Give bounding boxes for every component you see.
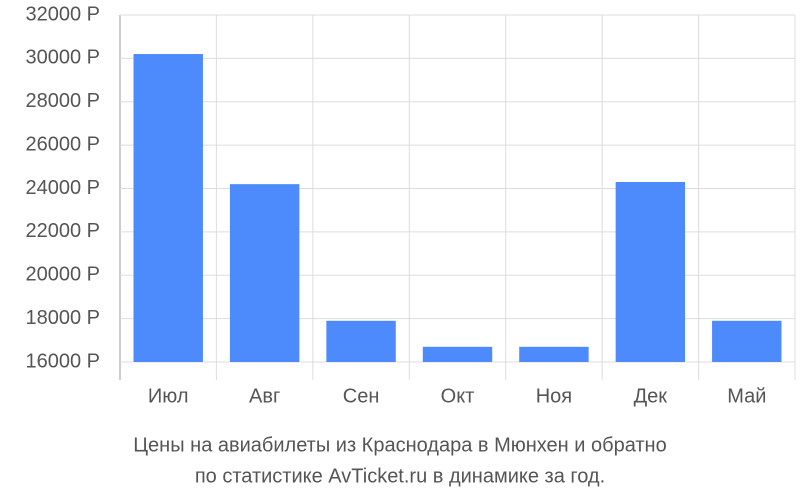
- y-tick-label: 16000 Р: [25, 350, 100, 372]
- y-tick-label: 26000 Р: [25, 133, 100, 155]
- bar: [422, 346, 493, 362]
- y-tick-label: 32000 Р: [25, 3, 100, 25]
- y-tick-label: 18000 Р: [25, 307, 100, 329]
- caption-line: по статистике AvTicket.ru в динамике за …: [195, 465, 605, 487]
- bar: [326, 320, 396, 362]
- caption-line: Цены на авиабилеты из Краснодара в Мюнхе…: [133, 434, 666, 456]
- bar: [133, 54, 203, 362]
- x-tick-label: Июл: [148, 385, 189, 407]
- bar: [615, 181, 686, 362]
- x-tick-label: Окт: [441, 385, 475, 407]
- y-tick-label: 24000 Р: [25, 177, 100, 199]
- bar: [229, 184, 300, 362]
- y-tick-label: 30000 Р: [25, 47, 100, 69]
- x-tick-label: Сен: [343, 385, 380, 407]
- x-tick-label: Дек: [634, 385, 668, 407]
- bar: [712, 320, 782, 362]
- bar: [519, 346, 589, 362]
- x-tick-label: Ноя: [536, 385, 572, 407]
- x-tick-label: Май: [727, 385, 766, 407]
- x-tick-label: Авг: [249, 385, 280, 407]
- y-tick-label: 20000 Р: [25, 264, 100, 286]
- y-tick-label: 22000 Р: [25, 220, 100, 242]
- y-tick-label: 28000 Р: [25, 90, 100, 112]
